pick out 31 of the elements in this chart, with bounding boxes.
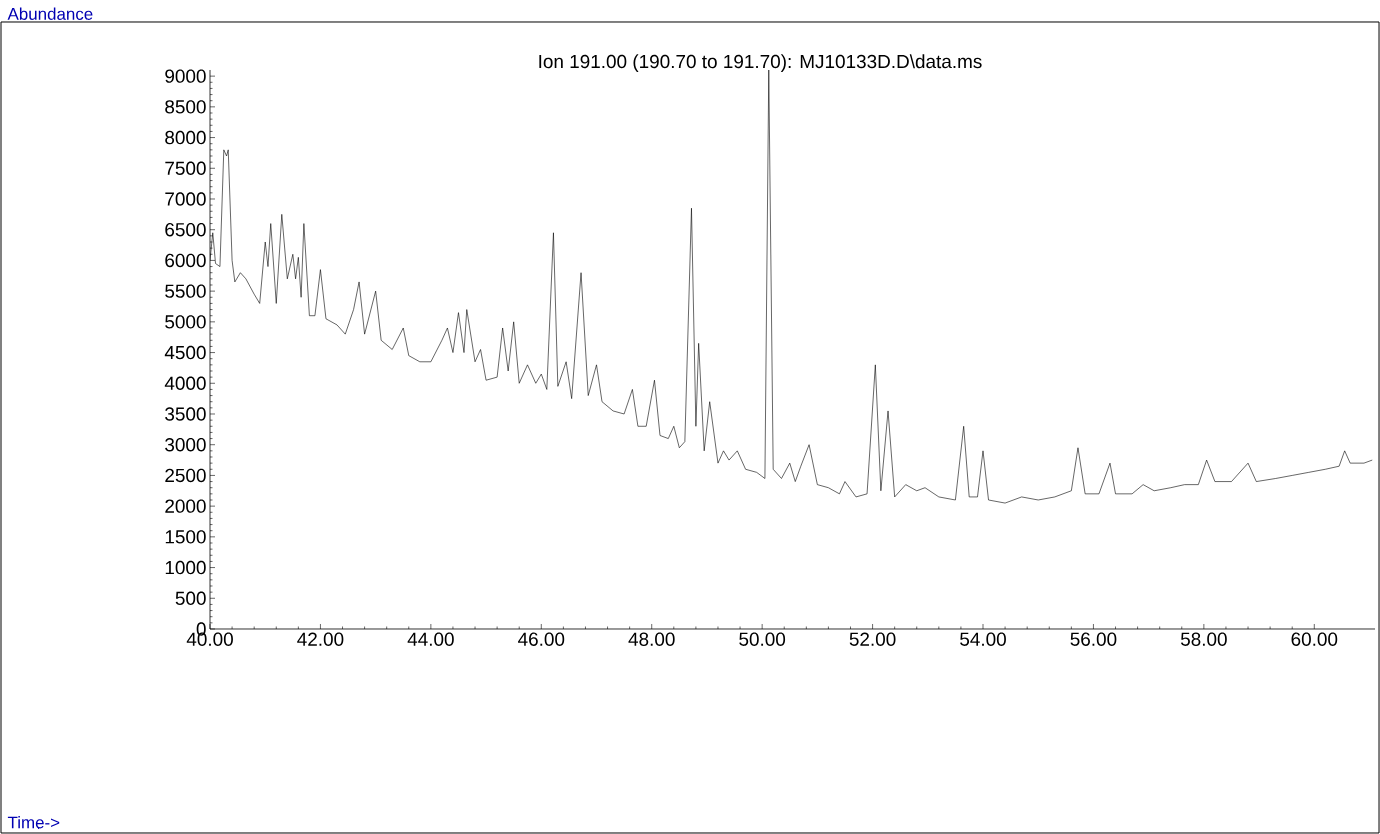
y-tick-label: 5500: [165, 284, 206, 298]
x-tick-label: 56.00: [1070, 632, 1117, 646]
x-tick-label: 52.00: [849, 632, 896, 646]
x-tick-label: 44.00: [407, 632, 454, 646]
y-tick-label: 1500: [165, 530, 206, 544]
y-tick-label: 500: [175, 591, 206, 605]
text: Time->: [7, 816, 60, 829]
y-tick-label: 3500: [165, 407, 206, 421]
y-tick-label: 6500: [165, 223, 206, 237]
y-tick-label: 3000: [165, 438, 206, 452]
x-tick-label: 54.00: [960, 632, 1006, 646]
y-tick-label: 8000: [165, 130, 206, 145]
text: Abundance: [7, 7, 93, 20]
y-tick-label: 7500: [165, 161, 206, 175]
y-tick-label: 2000: [165, 499, 206, 513]
y-tick-label: 6000: [165, 253, 206, 268]
y-tick-label: 4000: [164, 376, 206, 390]
chart-title: Ion 191.00 (190.70 to 191.70): MJ10133D.D\data.ms: [539, 54, 982, 72]
x-tick-label: 50.00: [739, 632, 786, 646]
y-tick-label: 9000: [165, 69, 206, 83]
y-tick-label: 7000: [165, 192, 206, 206]
y-tick-label: 5000: [165, 315, 206, 329]
y-tick-label: 8500: [165, 100, 206, 114]
x-tick-label: 46.00: [518, 632, 565, 646]
y-tick-label: 1000: [165, 560, 206, 575]
y-tick-label: 2500: [165, 468, 206, 483]
x-tick-label: 60.00: [1291, 632, 1338, 646]
x-tick-label: 58.00: [1180, 632, 1227, 646]
x-tick-label: 48.00: [628, 632, 675, 646]
y-tick-label: 4500: [164, 345, 206, 360]
x-tick-label: 42.00: [297, 632, 344, 646]
